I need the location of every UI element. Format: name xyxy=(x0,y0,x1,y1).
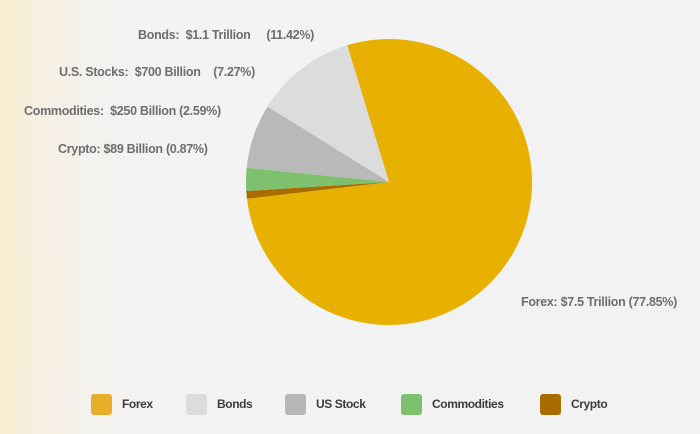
bonds-label: Bonds: $1.1 Trillion (11.42%) xyxy=(138,28,314,42)
chart-legend: Forex Bonds US Stock Commodities Crypto xyxy=(0,393,700,417)
legend-item-forex[interactable]: Forex xyxy=(91,393,153,415)
legend-swatch-forex xyxy=(91,393,112,415)
pie-slice-crypto[interactable] xyxy=(246,182,389,199)
forex-label: Forex: $7.5 Trillion (77.85%) xyxy=(521,295,677,309)
legend-swatch-us-stock xyxy=(285,393,306,415)
pie-slice-bonds[interactable] xyxy=(267,45,389,182)
pie-slice-commodities[interactable] xyxy=(245,167,389,191)
legend-item-commodities[interactable]: Commodities xyxy=(401,393,504,415)
pie-slices xyxy=(245,39,533,326)
commodities-label: Commodities: $250 Billion (2.59%) xyxy=(24,104,221,118)
pie-slice-u-s-stocks[interactable] xyxy=(246,106,389,182)
pie-slice-forex[interactable] xyxy=(246,39,533,326)
legend-swatch-commodities xyxy=(401,393,422,415)
legend-item-bonds[interactable]: Bonds xyxy=(186,393,253,415)
legend-swatch-crypto xyxy=(540,393,561,415)
legend-item-crypto[interactable]: Crypto xyxy=(540,393,608,415)
legend-swatch-bonds xyxy=(186,393,207,415)
legend-item-us-stock[interactable]: US Stock xyxy=(285,393,366,415)
us-stocks-label: U.S. Stocks: $700 Billion (7.27%) xyxy=(59,65,255,79)
crypto-label: Crypto: $89 Billion (0.87%) xyxy=(58,142,208,156)
